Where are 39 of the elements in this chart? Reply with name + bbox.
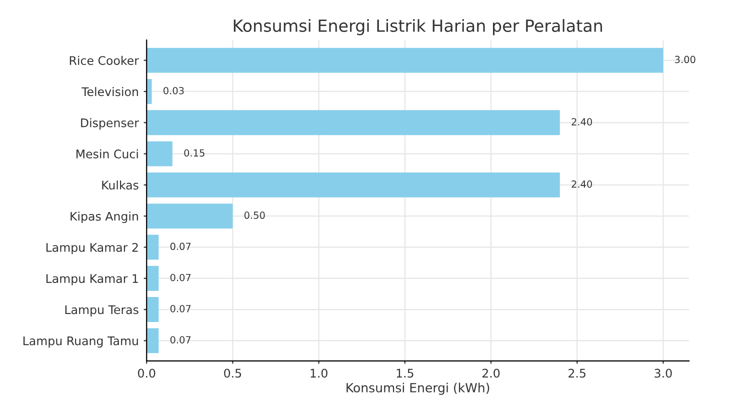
data-label: 2.40 [572, 180, 592, 188]
y-tick-label: Rice Cooker [70, 56, 139, 65]
chart-title: Konsumsi Energi Listrik Harian per Peralatan [234, 19, 602, 36]
bar [146, 266, 159, 291]
data-label: 0.50 [244, 212, 265, 219]
y-tick-label: Kipas Angin [70, 212, 138, 224]
bar [146, 141, 172, 166]
y-tick-label: Dispenser [81, 118, 139, 130]
y-tick-label: Television [82, 87, 138, 96]
data-label: 0.07 [170, 304, 191, 312]
x-tick-label: 1.5 [396, 368, 414, 378]
bar [146, 79, 152, 104]
y-tick-label: Lampu Teras [65, 305, 138, 316]
bar [146, 234, 159, 260]
x-tick-label: 2.5 [568, 368, 586, 378]
y-tick-label: Mesin Cuci [76, 149, 138, 158]
x-tick-label: 2.0 [482, 368, 500, 378]
x-tick-label: 0.0 [138, 368, 156, 378]
x-tick-label: 3.0 [654, 368, 672, 378]
data-label: 0.07 [170, 336, 191, 344]
bar [146, 48, 664, 73]
y-tick-label: Lampu Ruang Tamu [23, 336, 138, 348]
data-label: 3.00 [675, 56, 696, 64]
data-label: 0.15 [184, 149, 204, 157]
bar [146, 297, 159, 322]
data-label: 0.03 [164, 86, 184, 94]
data-label: 2.40 [572, 118, 592, 126]
data-label: 0.07 [170, 274, 191, 282]
y-tick-label: Lampu Kamar 2 [46, 242, 138, 254]
y-tick-label: Kulkas [102, 180, 138, 190]
bar [146, 110, 560, 136]
bar [146, 328, 159, 354]
data-label: 0.07 [170, 242, 191, 250]
x-axis-title: Konsumsi Energi (kWh) [346, 382, 490, 395]
x-tick-label: 0.5 [224, 368, 242, 378]
bar [146, 172, 560, 198]
x-tick-label: 1.0 [310, 368, 328, 378]
bar [146, 204, 233, 229]
y-tick-label: Lampu Kamar 1 [46, 274, 138, 286]
